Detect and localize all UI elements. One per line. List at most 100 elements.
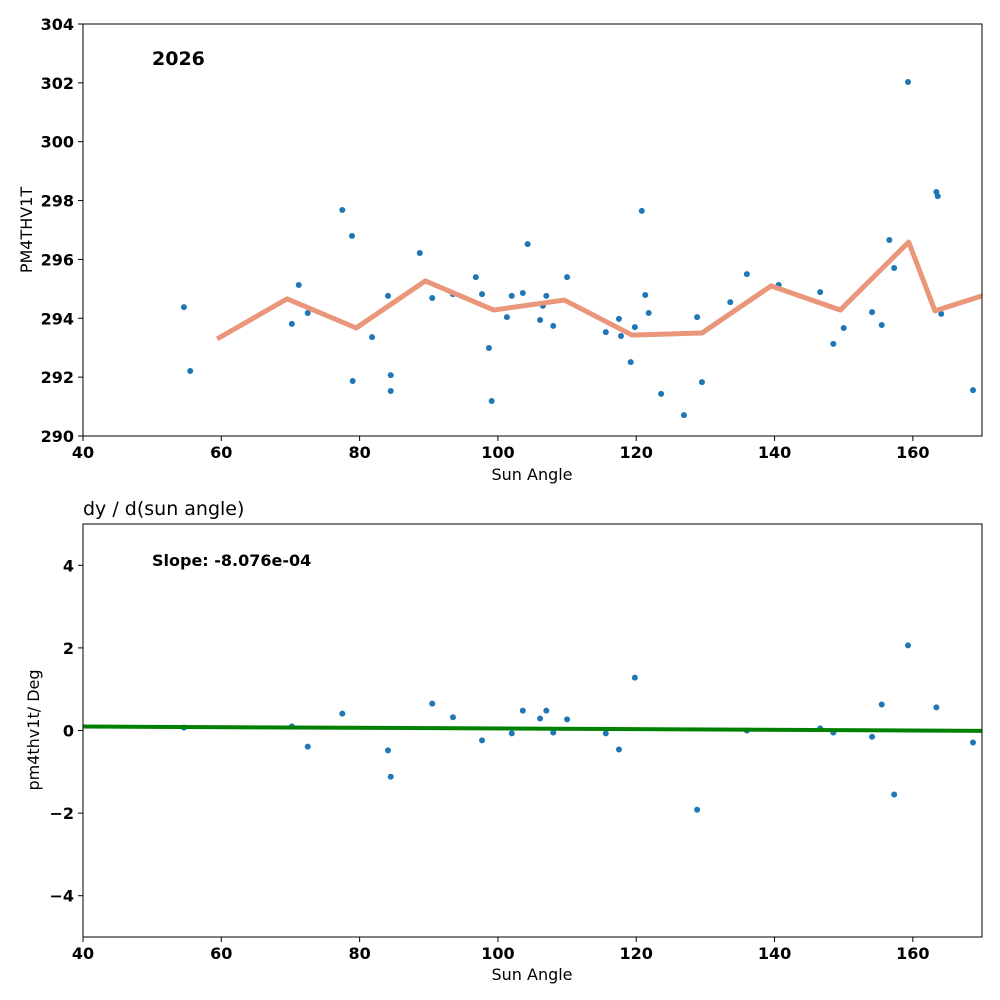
y-tick-label: 296 — [41, 250, 74, 269]
x-axis-label: Sun Angle — [491, 965, 572, 984]
trend-line — [215, 239, 982, 342]
data-point — [642, 292, 649, 299]
y-tick-label: 300 — [41, 133, 74, 152]
x-tick-label: 160 — [896, 944, 929, 963]
y-tick-label: 294 — [41, 309, 74, 328]
data-point — [180, 304, 187, 311]
y-tick-label: 292 — [41, 368, 74, 387]
data-point — [817, 289, 824, 296]
year-annotation: 2026 — [152, 48, 205, 70]
data-point — [384, 292, 391, 299]
fit-line — [83, 724, 982, 733]
data-point — [891, 264, 898, 271]
data-point — [698, 379, 705, 386]
x-tick-label: 40 — [72, 944, 94, 963]
data-point — [602, 730, 609, 737]
data-point — [429, 294, 436, 301]
data-point — [830, 340, 837, 347]
data-point — [840, 324, 847, 331]
data-point — [519, 707, 526, 714]
y-tick-label: 304 — [41, 15, 74, 34]
data-point — [349, 377, 356, 384]
y-tick-label: −2 — [49, 804, 74, 823]
data-point — [369, 334, 376, 341]
data-point — [631, 674, 638, 681]
data-point — [349, 232, 356, 239]
plot-area — [83, 642, 982, 813]
data-point — [508, 730, 515, 737]
data-point — [488, 397, 495, 404]
x-tick-label: 80 — [348, 944, 370, 963]
data-point — [602, 329, 609, 336]
data-point — [694, 806, 701, 813]
data-point — [384, 747, 391, 754]
data-point — [295, 282, 302, 289]
data-point — [869, 733, 876, 740]
data-point — [550, 729, 557, 736]
x-tick-label: 120 — [620, 944, 653, 963]
x-axis-label: Sun Angle — [491, 465, 572, 484]
data-point — [618, 332, 625, 339]
x-tick-label: 100 — [481, 443, 514, 462]
data-point — [429, 700, 436, 707]
x-tick-label: 120 — [620, 443, 653, 462]
data-point — [743, 271, 750, 278]
data-point — [615, 315, 622, 322]
data-point — [479, 737, 486, 744]
data-point — [938, 310, 945, 317]
x-tick-label: 160 — [896, 443, 929, 462]
data-point — [339, 206, 346, 213]
data-point — [519, 289, 526, 296]
data-point — [449, 714, 456, 721]
data-point — [288, 320, 295, 327]
data-point — [387, 773, 394, 780]
data-point — [304, 743, 311, 750]
y-tick-label: 298 — [41, 192, 74, 211]
data-point — [886, 237, 893, 244]
x-tick-label: 140 — [758, 944, 791, 963]
data-point — [680, 412, 687, 419]
data-point — [631, 324, 638, 331]
data-point — [970, 739, 977, 746]
data-point — [638, 207, 645, 214]
data-point — [503, 314, 510, 321]
data-point — [694, 314, 701, 321]
bottom-plot: dy / d(sun angle) Slope: -8.076e-04 Sun … — [24, 498, 983, 984]
x-tick-label: 60 — [210, 944, 232, 963]
data-point — [479, 291, 486, 298]
data-point — [472, 274, 479, 281]
data-point — [485, 345, 492, 352]
y-tick-label: 2 — [63, 639, 74, 658]
slope-annotation: Slope: -8.076e-04 — [152, 551, 311, 570]
data-point — [508, 292, 515, 299]
data-point — [645, 309, 652, 316]
data-point — [304, 309, 311, 316]
data-point — [387, 372, 394, 379]
data-point — [727, 299, 734, 306]
data-point — [387, 387, 394, 394]
data-point — [658, 390, 665, 397]
data-point — [543, 707, 550, 714]
data-point — [339, 710, 346, 717]
x-tick-label: 100 — [481, 944, 514, 963]
data-point — [416, 249, 423, 256]
axes-frame — [82, 23, 983, 437]
x-tick-label: 40 — [72, 443, 94, 462]
data-point — [564, 716, 571, 723]
plot-title: dy / d(sun angle) — [83, 498, 244, 520]
data-point — [970, 387, 977, 394]
data-point — [615, 746, 622, 753]
data-point — [905, 78, 912, 85]
y-tick-label: −4 — [49, 887, 74, 906]
data-point — [627, 359, 634, 366]
data-point — [869, 309, 876, 316]
data-point — [891, 791, 898, 798]
data-point — [550, 322, 557, 329]
top-plot: 2026 Sun Angle PM4THV1T 40 60 80 100 120 140 1… — [17, 15, 983, 484]
data-point — [934, 193, 941, 200]
y-tick-label: 290 — [41, 427, 74, 446]
y-tick-label: 302 — [41, 74, 74, 93]
data-point — [878, 701, 885, 708]
data-point — [537, 317, 544, 324]
